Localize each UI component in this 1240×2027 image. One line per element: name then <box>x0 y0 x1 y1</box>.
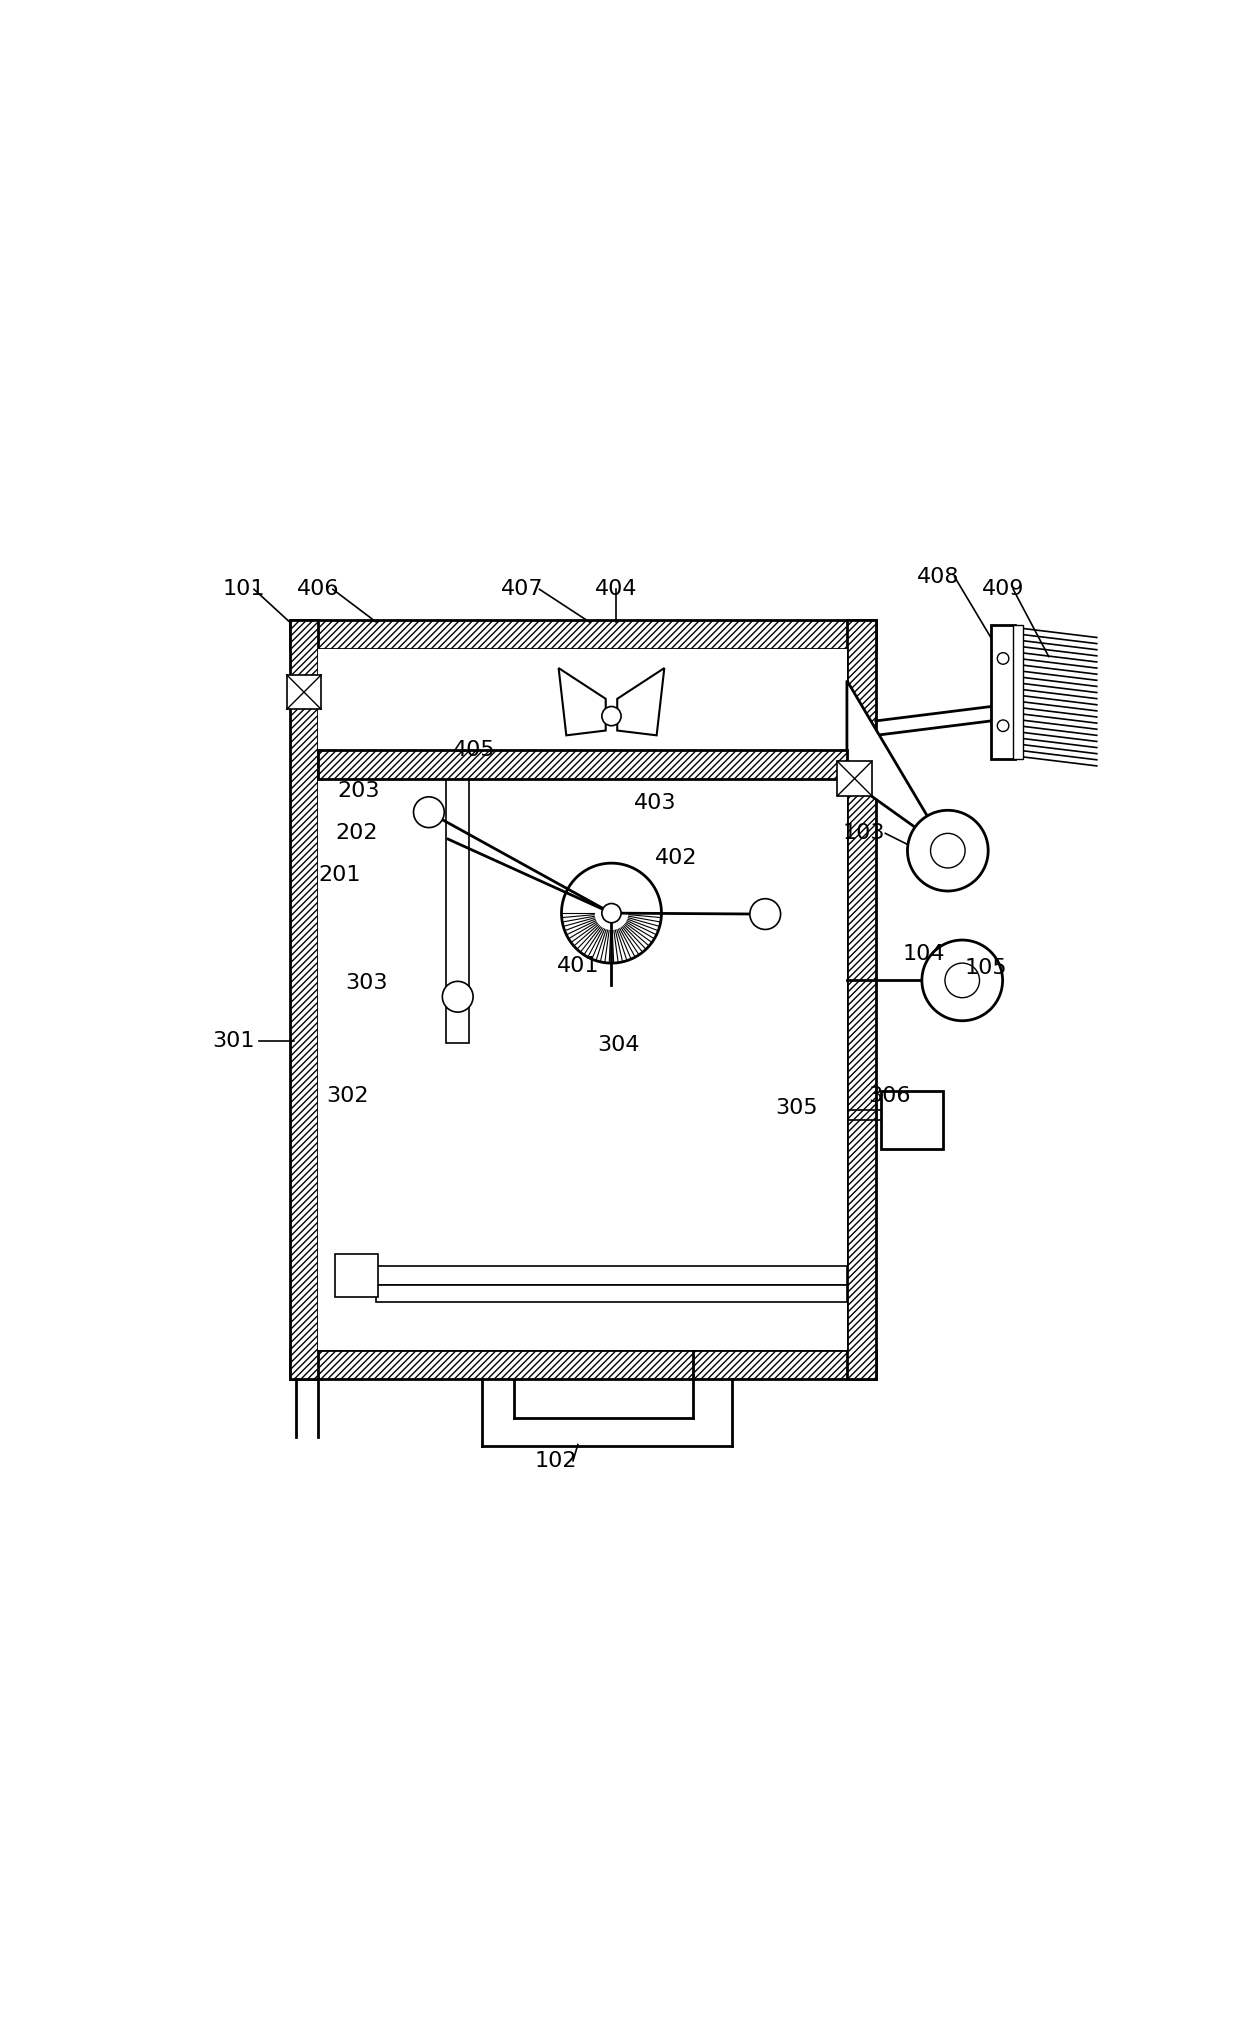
Bar <box>290 1350 875 1378</box>
Circle shape <box>750 898 781 930</box>
Text: 304: 304 <box>596 1034 640 1054</box>
Circle shape <box>997 720 1009 732</box>
Text: 409: 409 <box>982 580 1024 600</box>
Bar <box>290 620 875 649</box>
Bar <box>342 1265 847 1285</box>
Text: 303: 303 <box>345 973 388 993</box>
Bar <box>376 1285 847 1301</box>
Text: 401: 401 <box>557 957 599 975</box>
Text: 405: 405 <box>453 740 496 760</box>
Text: 305: 305 <box>775 1099 817 1119</box>
Text: 406: 406 <box>298 580 340 600</box>
Bar <box>837 762 872 797</box>
Bar <box>290 620 319 1378</box>
Circle shape <box>601 707 621 726</box>
Text: 404: 404 <box>595 580 637 600</box>
Circle shape <box>601 904 621 922</box>
Text: 306: 306 <box>868 1086 910 1105</box>
Text: 403: 403 <box>634 793 676 813</box>
Bar <box>286 675 321 709</box>
Bar <box>847 620 875 1378</box>
Bar <box>319 649 847 1350</box>
Polygon shape <box>618 669 665 736</box>
Circle shape <box>908 811 988 892</box>
Circle shape <box>997 653 1009 665</box>
Circle shape <box>921 941 1003 1022</box>
Text: 103: 103 <box>842 823 884 843</box>
Text: 203: 203 <box>337 780 381 801</box>
Polygon shape <box>562 864 661 963</box>
Circle shape <box>413 797 444 827</box>
Text: 105: 105 <box>965 959 1007 977</box>
Circle shape <box>443 981 474 1011</box>
Polygon shape <box>558 669 605 736</box>
Bar <box>446 764 469 1042</box>
Text: 101: 101 <box>222 580 265 600</box>
Bar <box>319 750 847 778</box>
Text: 301: 301 <box>213 1032 255 1050</box>
Text: 302: 302 <box>326 1086 368 1105</box>
Circle shape <box>930 833 965 868</box>
Bar <box>1013 624 1023 760</box>
Bar <box>335 1255 378 1297</box>
Text: 402: 402 <box>655 849 697 868</box>
Text: 201: 201 <box>319 866 361 884</box>
Text: 104: 104 <box>903 945 945 965</box>
Polygon shape <box>847 681 947 851</box>
Text: 102: 102 <box>534 1451 577 1472</box>
Text: 408: 408 <box>918 568 960 586</box>
Circle shape <box>945 963 980 997</box>
Bar <box>880 1091 942 1149</box>
Text: 407: 407 <box>501 580 543 600</box>
Text: 202: 202 <box>336 823 378 843</box>
Bar <box>991 624 1016 760</box>
